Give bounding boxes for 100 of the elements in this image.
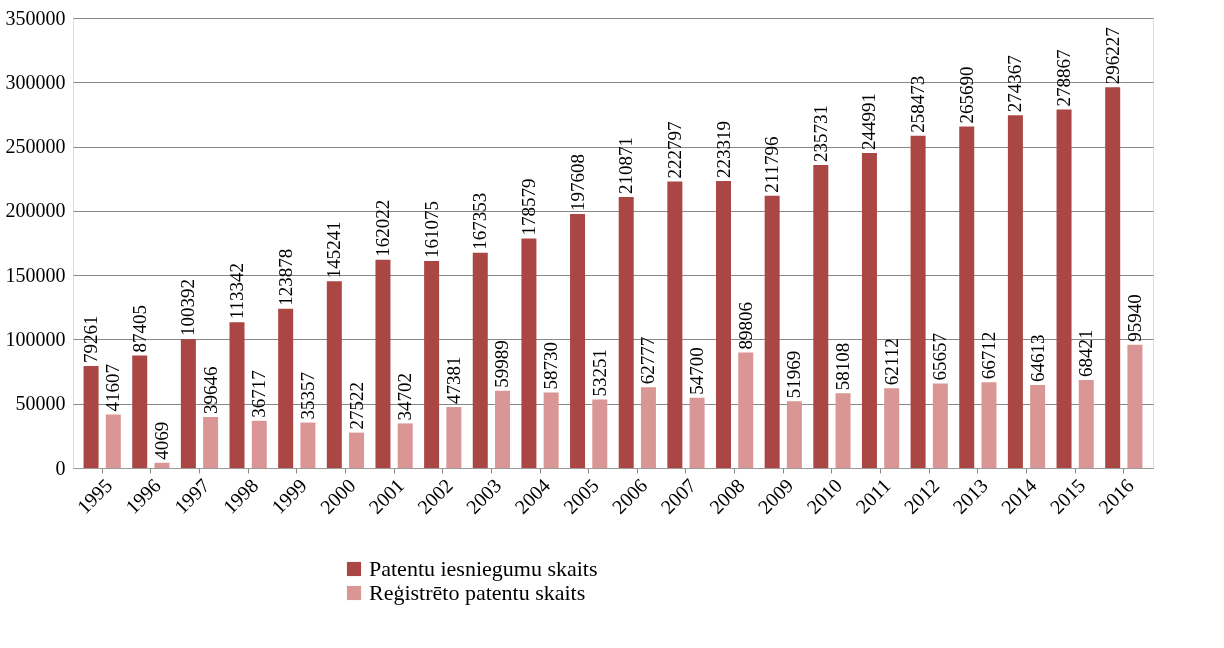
- data-label: 66712: [977, 331, 999, 380]
- bar: [689, 397, 705, 468]
- data-label: 27522: [345, 382, 367, 430]
- data-label: 64613: [1026, 334, 1048, 382]
- bar: [132, 355, 148, 468]
- bar: [813, 164, 829, 468]
- data-label: 79261: [80, 315, 102, 364]
- data-label: 161075: [420, 200, 442, 258]
- bar: [446, 407, 462, 468]
- bar: [716, 180, 731, 468]
- bar: [375, 259, 391, 468]
- bar: [278, 308, 294, 468]
- data-label: 123878: [274, 248, 296, 306]
- data-label: 210871: [615, 136, 637, 194]
- data-label: 35357: [296, 372, 318, 420]
- bar: [300, 422, 316, 468]
- data-label: 162022: [371, 199, 393, 257]
- x-tick-label: 2011: [851, 474, 895, 518]
- bar: [932, 383, 948, 468]
- data-label: 100392: [177, 278, 199, 336]
- data-label: 58108: [832, 342, 854, 391]
- bar: [764, 195, 780, 468]
- bar: [1007, 115, 1023, 468]
- bar: [424, 260, 440, 468]
- bar: [349, 432, 365, 468]
- data-label: 113342: [226, 262, 248, 320]
- bar: [1030, 384, 1046, 468]
- bar: [397, 423, 413, 468]
- legend-label: Reģistrēto patentu skaits: [369, 580, 586, 605]
- data-label: 65657: [929, 333, 951, 381]
- bar: [105, 414, 121, 468]
- bar: [1105, 87, 1121, 468]
- bar: [521, 238, 537, 468]
- data-label: 53251: [588, 349, 610, 397]
- data-label: 258473: [907, 75, 929, 133]
- data-label: 59989: [491, 340, 513, 388]
- bar: [543, 392, 559, 468]
- data-label: 222797: [663, 121, 685, 179]
- data-label: 68421: [1075, 329, 1097, 378]
- data-label: 41607: [102, 364, 124, 412]
- data-label: 274367: [1004, 55, 1026, 113]
- y-tick-label: 250000: [5, 135, 66, 158]
- data-label: 54700: [686, 347, 708, 395]
- x-tick-label: 1999: [267, 474, 311, 518]
- y-tick-label: 200000: [5, 199, 66, 222]
- data-label: 95940: [1123, 294, 1145, 342]
- data-label: 145241: [323, 221, 345, 279]
- bar: [1078, 380, 1094, 468]
- data-label: 39646: [199, 366, 221, 415]
- y-tick-label: 300000: [5, 70, 66, 93]
- y-tick-label: 0: [55, 456, 66, 479]
- bar: [835, 393, 851, 468]
- bar: [861, 153, 877, 468]
- data-label: 265690: [955, 66, 977, 124]
- bar: [959, 126, 975, 468]
- data-label: 51969: [783, 350, 805, 399]
- data-label: 47381: [442, 356, 464, 405]
- bar: [884, 388, 900, 468]
- bar: [592, 399, 608, 468]
- data-label: 244991: [858, 93, 880, 151]
- bar: [180, 338, 196, 468]
- data-label: 89806: [734, 302, 756, 350]
- data-label: 167353: [469, 192, 491, 250]
- data-label: 197608: [566, 153, 588, 211]
- y-tick-label: 50000: [15, 392, 66, 415]
- bar: [495, 390, 510, 468]
- data-label: 211796: [761, 136, 783, 193]
- bar: [640, 387, 656, 468]
- data-label: 62777: [637, 336, 659, 385]
- bar: [667, 181, 683, 468]
- data-label: 278867: [1053, 49, 1075, 107]
- data-label: 223319: [712, 120, 734, 178]
- bar: [251, 420, 267, 468]
- bar: [910, 135, 926, 468]
- data-label: 235731: [809, 104, 831, 162]
- y-tick-label: 150000: [5, 263, 66, 286]
- bar: [738, 352, 754, 468]
- legend-label: Patentu iesniegumu skaits: [369, 556, 598, 581]
- bar: [981, 382, 997, 468]
- bar: [1056, 109, 1072, 468]
- data-label: 58730: [540, 341, 562, 390]
- bar: [203, 417, 219, 468]
- bar: [154, 462, 170, 468]
- bar: [786, 401, 802, 468]
- bar: [1127, 344, 1143, 468]
- bar: [83, 366, 99, 468]
- bar: [618, 196, 634, 468]
- bar: [229, 322, 245, 468]
- bar: [472, 252, 488, 468]
- bar: [570, 213, 586, 468]
- data-label: 178579: [517, 178, 539, 236]
- bar: [326, 281, 342, 468]
- data-label: 62112: [880, 338, 902, 386]
- y-tick-label: 100000: [5, 327, 66, 350]
- data-label: 36717: [248, 370, 270, 418]
- data-label: 296227: [1101, 27, 1123, 85]
- data-label: 87405: [128, 305, 150, 353]
- data-label: 4069: [150, 421, 172, 460]
- data-label: 34702: [394, 372, 416, 421]
- y-tick-label: 350000: [5, 6, 66, 29]
